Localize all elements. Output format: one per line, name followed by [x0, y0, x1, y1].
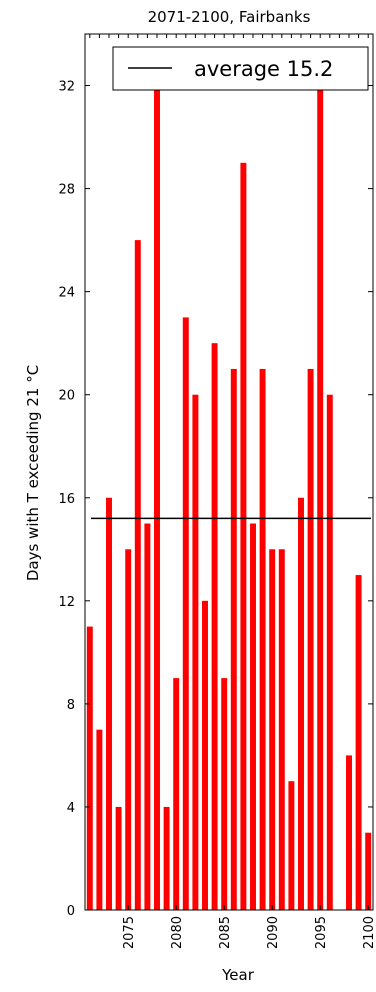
bar-2093 — [298, 497, 304, 910]
legend: average 15.2 — [112, 46, 369, 91]
bar-2072 — [96, 729, 103, 910]
x-axis-ticks: 2075 2080 2085 2090 2095 2100 — [122, 905, 376, 949]
x-axis-label: Year — [221, 966, 255, 984]
x-tick-label-2075: 2075 — [122, 916, 137, 949]
y-tick-label-8: 8 — [67, 698, 75, 713]
bar-2090 — [269, 549, 276, 910]
minor-ticks — [89, 34, 369, 38]
bar-2100 — [365, 832, 372, 910]
x-tick-label-2080: 2080 — [170, 916, 185, 949]
bar-2087 — [240, 162, 247, 910]
bar-2073 — [106, 497, 112, 910]
bar-2084 — [211, 343, 218, 910]
y-axis-label: Days with T exceeding 21 °C — [24, 365, 42, 581]
bar-2077 — [144, 523, 151, 910]
bar-2091 — [278, 549, 285, 910]
bar-2085 — [221, 678, 228, 910]
bar-2089 — [259, 368, 266, 910]
y-tick-label-12: 12 — [58, 595, 75, 610]
bar-2098 — [346, 755, 352, 910]
bar-2079 — [163, 806, 170, 910]
y-tick-label-32: 32 — [58, 80, 75, 95]
y-tick-label-16: 16 — [58, 492, 75, 507]
bar-2092 — [288, 781, 295, 910]
bar-2074 — [115, 806, 122, 910]
bar-2082 — [192, 394, 199, 911]
x-tick-label-2095: 2095 — [314, 916, 329, 949]
bar-2094 — [307, 368, 314, 910]
y-axis-ticks: 0 4 8 12 16 20 24 28 32 — [58, 80, 373, 919]
y-tick-label-4: 4 — [67, 801, 75, 816]
y-tick-label-24: 24 — [58, 286, 75, 301]
bar-2076 — [134, 240, 141, 910]
bar-2095 — [317, 85, 324, 910]
y-tick-label-0: 0 — [67, 904, 75, 919]
bar-2083 — [202, 600, 208, 910]
plot-frame — [84, 33, 374, 911]
x-tick-label-2090: 2090 — [266, 916, 281, 949]
bar-2075 — [125, 549, 132, 910]
x-tick-label-2100: 2100 — [362, 916, 376, 949]
bar-2096 — [326, 394, 333, 911]
bars-group — [86, 85, 372, 911]
bar-2088 — [250, 523, 256, 910]
bar-2086 — [230, 368, 237, 910]
bar-2078 — [154, 85, 160, 910]
bar-2081 — [182, 317, 189, 910]
bar-2071 — [86, 626, 93, 910]
legend-label: average 15.2 — [194, 57, 333, 81]
y-tick-label-28: 28 — [58, 183, 75, 198]
bar-2099 — [355, 575, 362, 910]
chart-title: 2071-2100, Fairbanks — [148, 8, 311, 26]
bar-2080 — [173, 678, 180, 910]
y-tick-label-20: 20 — [58, 389, 75, 404]
x-tick-label-2085: 2085 — [218, 916, 233, 949]
